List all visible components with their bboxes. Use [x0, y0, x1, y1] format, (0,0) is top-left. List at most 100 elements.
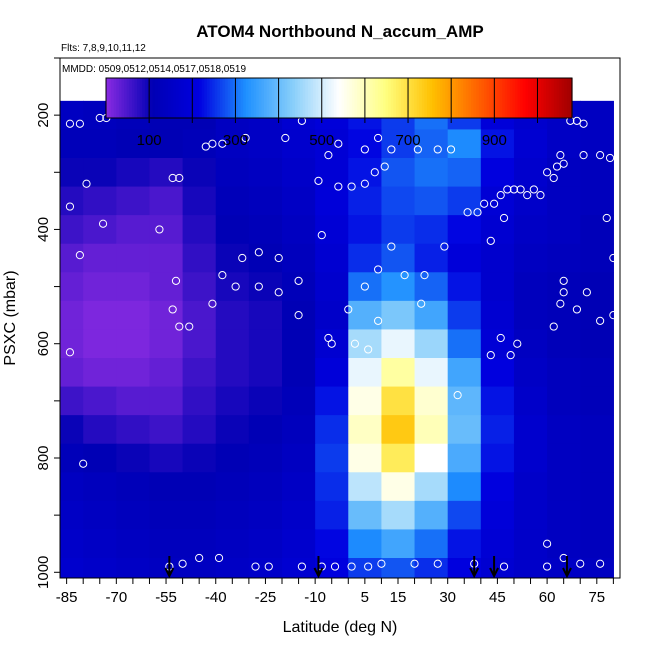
- chart-title: ATOM4 Northbound N_accum_AMP: [196, 22, 483, 41]
- heatmap-cell: [116, 472, 151, 502]
- colorbar-segment: [421, 78, 426, 118]
- y-tick-label: 400: [35, 217, 52, 242]
- heatmap-cell: [60, 129, 84, 159]
- observation-point: [602, 213, 611, 223]
- y-tick-label: 600: [35, 331, 52, 356]
- heatmap-cell: [60, 243, 84, 273]
- colorbar-segment: [294, 78, 299, 118]
- colorbar-segment: [553, 78, 558, 118]
- observation-point: [65, 348, 75, 357]
- observation-point: [334, 182, 343, 191]
- colorbar-segment: [108, 78, 112, 118]
- heatmap-cell: [248, 386, 283, 416]
- colorbar-segment: [152, 78, 156, 118]
- heatmap-cell: [513, 443, 548, 473]
- heatmap-cell: [480, 358, 515, 388]
- colorbar-segment: [124, 78, 128, 118]
- x-axis-label: Latitude (deg N): [283, 619, 398, 636]
- colorbar-segment: [333, 78, 338, 118]
- heatmap-cell: [381, 386, 416, 416]
- colorbar-segment: [450, 78, 454, 118]
- heatmap-cell: [381, 358, 416, 388]
- observation-point: [486, 236, 495, 245]
- heatmap-cell: [116, 329, 151, 359]
- y-axis-ticks: 200 400 600 800 1000: [35, 57, 60, 589]
- observation-point: [370, 168, 379, 177]
- colorbar-segment: [437, 78, 441, 118]
- observation-point: [168, 173, 177, 183]
- colorbar-segment: [569, 78, 573, 118]
- heatmap-cell: [348, 272, 383, 302]
- heatmap-cell: [447, 529, 482, 559]
- colorbar-segment: [240, 78, 244, 118]
- heatmap-cell: [315, 472, 349, 502]
- heatmap-cell: [215, 186, 250, 216]
- observation-point: [281, 133, 290, 143]
- colorbar-segment: [121, 78, 125, 118]
- heatmap-cell: [580, 243, 614, 273]
- colorbar-segment: [515, 78, 519, 118]
- colorbar-segment: [481, 78, 485, 118]
- y-tick-label: 1000: [35, 556, 52, 589]
- colorbar-segment: [315, 78, 319, 118]
- heatmap-cell: [547, 329, 581, 359]
- heatmap-cell: [414, 358, 449, 388]
- heatmap-cell: [381, 529, 416, 559]
- colorbar-segment: [460, 78, 464, 118]
- observation-point: [499, 213, 509, 223]
- heatmap-cell: [149, 500, 184, 531]
- observation-point: [374, 265, 383, 274]
- heatmap-cell: [480, 158, 515, 188]
- colorbar-segment: [271, 78, 275, 118]
- observation-point: [254, 282, 263, 291]
- observation-point: [218, 139, 227, 148]
- colorbar-segment: [512, 78, 516, 118]
- observation-point: [543, 168, 552, 177]
- observation-point: [208, 299, 217, 308]
- heatmap-cell: [513, 415, 548, 445]
- observation-point: [75, 119, 84, 128]
- colorbar-segment: [496, 78, 501, 118]
- colorbar-segment: [357, 78, 361, 118]
- heatmap-cell: [315, 158, 349, 188]
- observation-point: [238, 253, 247, 263]
- heatmap-cell: [60, 358, 84, 388]
- x-tick-label: -10: [304, 589, 326, 606]
- heatmap-cell: [447, 443, 482, 473]
- colorbar-segment: [263, 78, 268, 118]
- heatmap-cell: [149, 329, 184, 359]
- heatmap-cell: [381, 443, 416, 473]
- heatmap-cell: [513, 358, 548, 388]
- heatmap-cell: [83, 529, 117, 559]
- heatmap-cell: [83, 558, 117, 578]
- colorbar-segment: [230, 78, 234, 118]
- heatmap-cell: [182, 215, 217, 245]
- heatmap-cell: [580, 358, 614, 388]
- heatmap-cell: [83, 443, 117, 473]
- colorbar-segment: [212, 78, 216, 118]
- heatmap-cell: [60, 158, 84, 188]
- heatmap-cell: [60, 500, 84, 531]
- heatmap-cell: [381, 558, 416, 578]
- colorbar-segment: [258, 78, 262, 118]
- heatmap-cell: [381, 500, 416, 531]
- heatmap-cell: [215, 329, 250, 359]
- heatmap-cell: [513, 386, 548, 416]
- heatmap-cell: [248, 215, 283, 245]
- heatmap-cell: [215, 529, 250, 559]
- observation-point: [344, 305, 353, 314]
- observation-point: [556, 151, 565, 160]
- heatmap-cell: [447, 272, 482, 302]
- colorbar-segment: [248, 78, 252, 118]
- heatmap-cell: [116, 443, 151, 473]
- heatmap-cell: [381, 158, 416, 188]
- heatmap-cell: [182, 243, 217, 273]
- x-tick-label: 15: [390, 589, 407, 606]
- colorbar-segment: [504, 78, 508, 118]
- colorbar-segment: [434, 78, 438, 118]
- heatmap-cell: [149, 443, 184, 473]
- colorbar-segment: [287, 78, 291, 118]
- heatmap-cell: [513, 472, 548, 502]
- arrow-head: [562, 567, 572, 579]
- observation-point: [609, 311, 618, 320]
